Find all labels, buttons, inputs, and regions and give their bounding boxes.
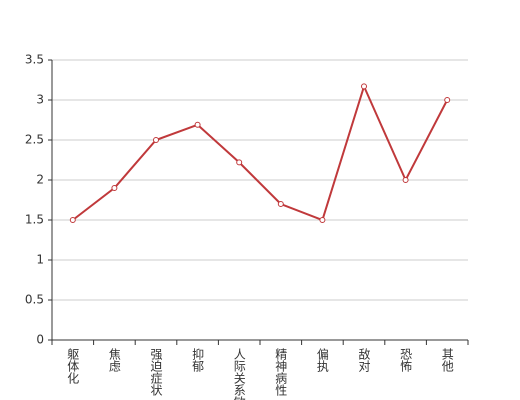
y-tick-label: 1 bbox=[36, 253, 44, 267]
y-tick-label: 0.5 bbox=[25, 293, 44, 307]
line bbox=[72, 83, 449, 222]
y-tick-label: 0 bbox=[36, 333, 44, 347]
point bbox=[111, 185, 118, 191]
x-tick-label: 其他 bbox=[440, 348, 454, 372]
point bbox=[277, 201, 284, 207]
x-tick-label: 人际关系敏感 bbox=[232, 348, 246, 400]
x-tick-label: 精神病性 bbox=[274, 348, 288, 397]
point bbox=[361, 83, 367, 90]
y-tick-label: 2.5 bbox=[25, 133, 44, 147]
y-tick-label: 3 bbox=[36, 93, 44, 107]
point bbox=[153, 137, 159, 143]
x-tick-label: 抑郁 bbox=[191, 347, 205, 373]
point bbox=[444, 97, 451, 103]
y-tick-label: 1.5 bbox=[25, 213, 44, 227]
point bbox=[236, 159, 243, 166]
x-tick-label: 敌对 bbox=[357, 347, 371, 372]
point bbox=[402, 177, 409, 183]
y-tick-label: 2 bbox=[36, 173, 44, 187]
x-tick-label: 强迫症状 bbox=[149, 348, 163, 396]
x-tick-label: 恐怖 bbox=[399, 348, 413, 372]
point bbox=[319, 217, 326, 223]
x-tick-label: 偏执 bbox=[315, 347, 329, 373]
point bbox=[194, 121, 201, 128]
x-tick-label: 躯体化 bbox=[66, 347, 80, 385]
y-tick-label: 3.5 bbox=[25, 53, 44, 67]
x-tick-label: 焦虑 bbox=[107, 348, 121, 372]
point bbox=[69, 217, 76, 223]
